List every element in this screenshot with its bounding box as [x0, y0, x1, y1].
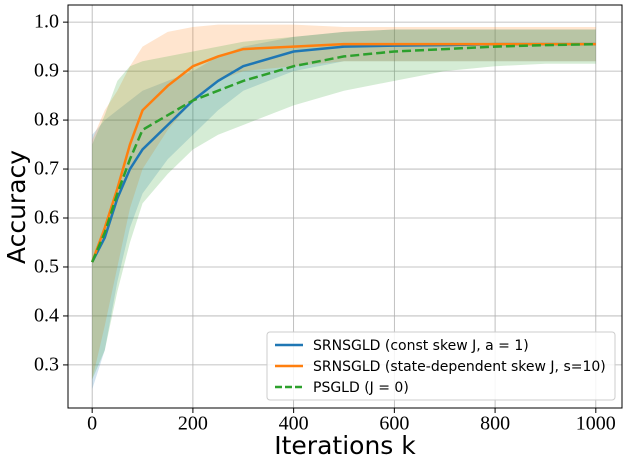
- y-tick-label: 0.8: [34, 109, 59, 131]
- y-tick-label: 0.3: [34, 354, 59, 376]
- y-tick-label: 0.7: [34, 158, 59, 180]
- y-tick-label: 1.0: [34, 11, 59, 33]
- y-axis-label: Accuracy: [2, 150, 31, 264]
- x-tick-label: 200: [178, 413, 208, 435]
- plot-frame: [67, 4, 623, 409]
- x-tick-label: 0: [87, 413, 97, 435]
- x-tick-label: 800: [480, 413, 510, 435]
- x-axis-label: Iterations k: [274, 431, 416, 460]
- line: [91, 42, 596, 263]
- legend-box: [266, 331, 616, 401]
- y-tick-label: 0.9: [34, 60, 59, 82]
- legend-label: PSGLD (J = 0): [313, 380, 409, 396]
- y-tick-label: 0.5: [34, 256, 59, 278]
- x-tick-label: 400: [279, 413, 309, 435]
- confidence-band: [92, 29, 596, 380]
- y-tick-label: 0.6: [34, 207, 59, 229]
- confidence-band: [92, 24, 596, 380]
- y-tick-label: 0.4: [34, 305, 59, 327]
- line: [91, 42, 596, 263]
- legend-label: SRNSGLD (const skew J, a = 1): [313, 338, 529, 354]
- x-tick-label: 600: [379, 413, 409, 435]
- x-tick-label: 1000: [576, 413, 616, 435]
- legend-label: SRNSGLD (state-dependent skew J, s=10): [313, 359, 606, 375]
